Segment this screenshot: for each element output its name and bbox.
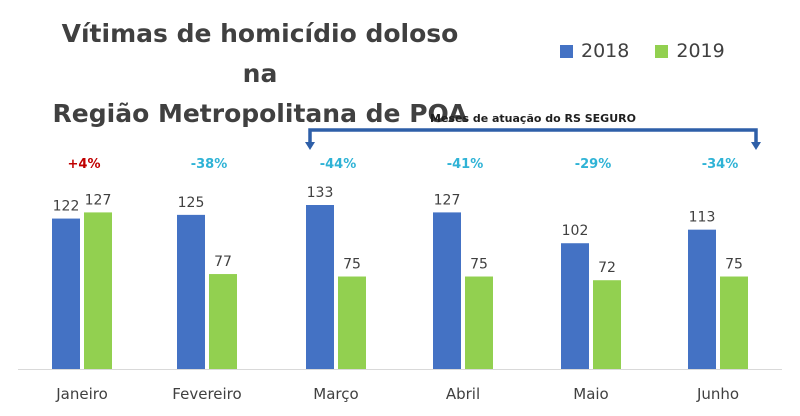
- chart-title: Vítimas de homicídio doloso na Região Me…: [40, 14, 480, 134]
- value-label-2019-fevereiro: 77: [214, 254, 232, 270]
- category-label-abril: Abril: [446, 385, 480, 403]
- bar-2019-fevereiro: [209, 274, 237, 369]
- value-label-2018-janeiro: 122: [53, 199, 80, 215]
- annotation-label: Meses de atuação do RS SEGURO: [430, 112, 636, 125]
- change-label-maio: -29%: [575, 157, 612, 172]
- category-label-janeiro: Janeiro: [55, 385, 108, 403]
- bar-2019-junho: [720, 276, 748, 369]
- bar-2019-abril: [465, 276, 493, 369]
- annotation-arrow-right: [751, 142, 761, 150]
- category-label-maio: Maio: [573, 385, 608, 403]
- value-label-2019-maio: 72: [598, 260, 616, 276]
- value-label-2019-junho: 75: [725, 257, 743, 273]
- value-label-2018-maio: 102: [562, 223, 589, 239]
- value-label-2018-março: 133: [307, 185, 334, 201]
- category-label-junho: Junho: [696, 385, 739, 403]
- value-label-2019-março: 75: [343, 257, 361, 273]
- legend-label-2018: 2018: [581, 40, 630, 62]
- value-label-2018-abril: 127: [434, 192, 461, 208]
- category-label-fevereiro: Fevereiro: [172, 385, 241, 403]
- value-label-2018-junho: 113: [689, 210, 716, 226]
- chart-title-line-1: Vítimas de homicídio doloso na: [61, 19, 459, 88]
- annotation-arrow-left: [305, 142, 315, 150]
- change-label-abril: -41%: [447, 157, 484, 172]
- change-label-junho: -34%: [702, 157, 739, 172]
- change-label-janeiro: +4%: [68, 157, 101, 172]
- value-label-2019-janeiro: 127: [85, 192, 112, 208]
- category-label-março: Março: [313, 385, 358, 403]
- bar-2018-março: [306, 205, 334, 369]
- change-label-fevereiro: -38%: [191, 157, 228, 172]
- bar-2018-junho: [688, 229, 716, 369]
- annotation-bracket: [308, 128, 758, 144]
- bar-2019-janeiro: [84, 212, 112, 369]
- legend-label-2019: 2019: [676, 40, 725, 62]
- chart-legend: 2018 2019: [560, 40, 751, 62]
- bar-2018-fevereiro: [177, 214, 205, 369]
- legend-swatch-2019: [655, 44, 669, 58]
- bar-2019-março: [338, 276, 366, 369]
- change-label-março: -44%: [320, 157, 357, 172]
- chart-title-line-2: Região Metropolitana de POA: [52, 99, 468, 128]
- bar-2019-maio: [593, 280, 621, 369]
- value-label-2019-abril: 75: [470, 257, 488, 273]
- value-label-2018-fevereiro: 125: [178, 195, 205, 211]
- legend-item-2019: 2019: [655, 40, 725, 62]
- bar-2018-janeiro: [52, 218, 80, 369]
- legend-swatch-2018: [560, 44, 573, 58]
- bar-2018-maio: [561, 243, 589, 369]
- legend-item-2018: 2018: [560, 40, 629, 62]
- bar-2018-abril: [433, 212, 461, 369]
